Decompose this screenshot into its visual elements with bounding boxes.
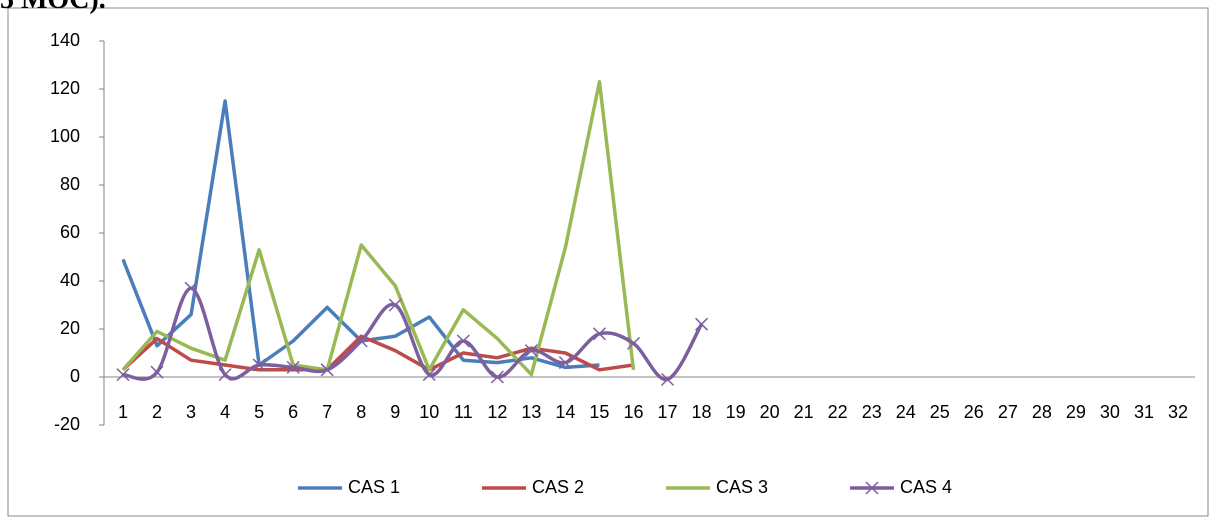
- y-tick-label: 140: [50, 30, 80, 50]
- x-tick-label: 22: [828, 402, 848, 422]
- y-tick-label: 100: [50, 126, 80, 146]
- legend-label: CAS 2: [532, 477, 584, 497]
- series-line: [121, 80, 636, 377]
- marker: [252, 358, 266, 372]
- x-tick-label: 12: [487, 402, 507, 422]
- x-tick-label: 32: [1168, 402, 1188, 422]
- x-tick-label: 9: [390, 402, 400, 422]
- x-tick-label: 26: [964, 402, 984, 422]
- marker: [354, 334, 368, 348]
- marker: [626, 336, 641, 350]
- y-tick-label: 60: [60, 222, 80, 242]
- x-tick-label: 25: [930, 402, 950, 422]
- x-tick-label: 10: [419, 402, 439, 422]
- marker: [286, 360, 300, 374]
- x-tick-label: 18: [692, 402, 712, 422]
- x-tick-label: 2: [152, 402, 162, 422]
- marker: [388, 298, 402, 312]
- x-tick-label: 1: [118, 402, 128, 422]
- marker: [218, 368, 232, 382]
- x-tick-label: 5: [254, 402, 264, 422]
- marker: [558, 356, 572, 370]
- chart-frame: [7, 7, 1209, 517]
- marker: [695, 317, 709, 331]
- x-tick-label: 23: [862, 402, 882, 422]
- x-tick-label: 13: [521, 402, 541, 422]
- x-tick-label: 17: [658, 402, 678, 422]
- x-tick-label: 16: [623, 402, 643, 422]
- x-tick-label: 7: [322, 402, 332, 422]
- marker: [320, 363, 334, 377]
- x-tick-label: 6: [288, 402, 298, 422]
- series-line: [121, 99, 600, 370]
- y-tick-label: -20: [54, 414, 80, 434]
- legend-label: CAS 3: [716, 477, 768, 497]
- series-line: [121, 334, 634, 372]
- y-tick-label: 80: [60, 174, 80, 194]
- x-tick-label: 8: [356, 402, 366, 422]
- y-tick-label: 20: [60, 318, 80, 338]
- marker: [490, 370, 504, 384]
- x-tick-label: 4: [220, 402, 230, 422]
- caption: 5 MOC).: [0, 0, 106, 15]
- marker: [150, 365, 164, 379]
- marker: [456, 334, 470, 348]
- x-tick-label: 24: [896, 402, 916, 422]
- x-tick-label: 20: [760, 402, 780, 422]
- x-tick-label: 31: [1134, 402, 1154, 422]
- y-tick-label: 0: [70, 366, 80, 386]
- legend-label: CAS 1: [348, 477, 400, 497]
- x-tick-label: 21: [794, 402, 814, 422]
- legend-label: CAS 4: [900, 477, 952, 497]
- x-tick-label: 28: [1032, 402, 1052, 422]
- marker: [184, 281, 198, 295]
- marker: [660, 372, 675, 386]
- legend-marker: [865, 481, 879, 495]
- marker: [422, 368, 436, 382]
- marker: [116, 368, 130, 382]
- marker: [592, 327, 606, 341]
- x-tick-label: 19: [726, 402, 746, 422]
- marker: [524, 344, 538, 358]
- x-tick-label: 29: [1066, 402, 1086, 422]
- x-tick-label: 11: [454, 402, 473, 422]
- y-tick-label: 40: [60, 270, 80, 290]
- x-tick-label: 27: [998, 402, 1018, 422]
- x-tick-label: 14: [555, 402, 575, 422]
- y-tick-label: 120: [50, 78, 80, 98]
- x-tick-label: 15: [589, 402, 609, 422]
- x-tick-label: 3: [186, 402, 196, 422]
- x-tick-label: 30: [1100, 402, 1120, 422]
